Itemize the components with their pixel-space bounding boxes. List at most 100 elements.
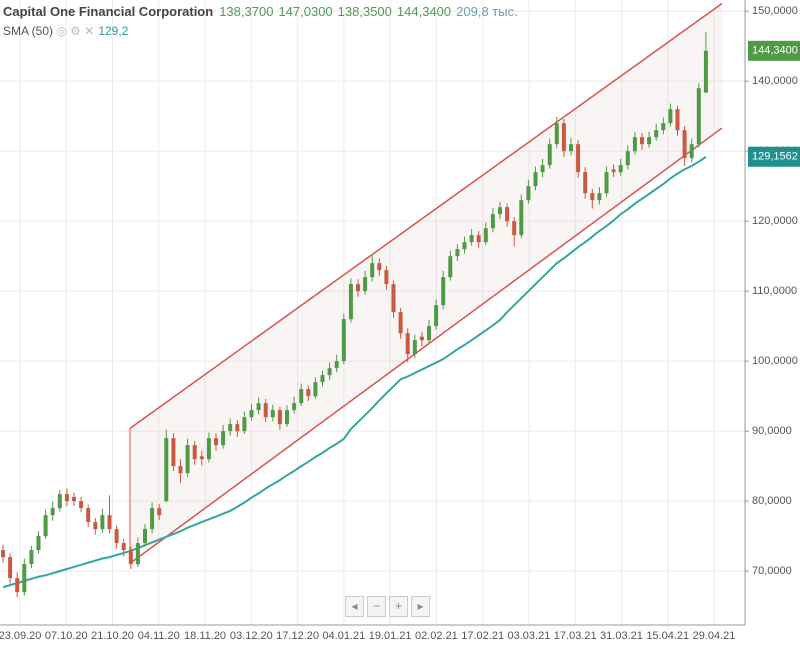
candle-body	[547, 144, 552, 166]
candle-body	[249, 410, 254, 418]
x-tick-label: 18.11.20	[184, 630, 226, 642]
zoom-in[interactable]: +	[389, 596, 408, 617]
sma-price-box	[748, 146, 800, 167]
candle-body	[221, 431, 226, 446]
open: 138,3700	[219, 4, 274, 19]
y-tick-label: 120,0000	[752, 215, 798, 227]
candle-body	[72, 496, 76, 502]
title: Capital One Financial Corporation	[3, 4, 214, 19]
candle-body	[57, 494, 62, 509]
candle-body	[427, 326, 431, 341]
volume: 209,8 тыс.	[456, 4, 518, 19]
x-tick-label: 03.12.20	[230, 630, 273, 642]
candle-body	[363, 277, 368, 292]
candle-body	[505, 207, 510, 222]
candle-body	[597, 193, 602, 201]
candle-body	[561, 123, 566, 152]
last-price-label: 144,3400	[752, 45, 798, 57]
candle-body	[682, 130, 687, 159]
candle-body	[632, 137, 637, 152]
candle-body	[455, 249, 460, 257]
candle-body	[8, 557, 13, 579]
candle-body	[185, 445, 190, 474]
candle-body	[107, 515, 112, 530]
candle-body	[299, 389, 304, 404]
y-tick-label: 140,0000	[752, 75, 798, 87]
candle-body	[689, 144, 694, 159]
x-tick-label: 21.10.20	[91, 630, 134, 642]
candle-body	[128, 550, 133, 565]
candle-body	[192, 445, 197, 460]
channel-fill	[130, 3, 722, 564]
candle-body	[661, 123, 666, 131]
candle-body	[647, 137, 652, 145]
candle-body	[263, 403, 268, 418]
icons[interactable]: ◎ ⚙ ✕	[56, 24, 95, 38]
x-tick-label: 03.03.21	[508, 630, 551, 642]
candle-body	[640, 137, 644, 145]
channel-lower	[129, 127, 723, 565]
candle-body	[306, 389, 311, 397]
x-tick-label: 02.02.21	[415, 630, 458, 642]
candle-body	[178, 466, 183, 474]
candle-body	[583, 172, 588, 194]
candle-body	[143, 529, 147, 544]
x-tick-label: 15.04.21	[646, 630, 689, 642]
candle-body	[498, 207, 502, 215]
x-tick-label: 04.11.20	[138, 630, 180, 642]
candle-body	[540, 165, 545, 173]
last-price-box	[748, 40, 800, 61]
candle-body	[434, 305, 439, 327]
indicator-name: SMA (50)	[3, 24, 54, 38]
candle-body	[313, 382, 318, 397]
candle-body	[356, 284, 360, 292]
high: 147,0300	[278, 4, 333, 19]
candle-body	[256, 403, 261, 411]
candle-body	[668, 109, 673, 124]
candle-body	[86, 508, 91, 523]
candle-body	[462, 242, 467, 250]
candle-body	[206, 438, 211, 460]
candle-body	[348, 284, 353, 320]
candle-body	[277, 410, 282, 425]
candle-body	[121, 543, 126, 551]
candle-body	[22, 564, 27, 593]
sma-price-label: 129,1562	[752, 151, 798, 163]
candle-body	[625, 151, 630, 166]
x-tick-label: 23.09.20	[0, 630, 41, 642]
candle-body	[334, 361, 339, 369]
y-tick-label: 110,0000	[752, 285, 797, 297]
candle-body	[533, 172, 538, 187]
close: 144,3400	[396, 4, 452, 19]
sma-line	[2, 155, 707, 589]
y-tick-label: 100,0000	[752, 355, 798, 367]
candle-body	[412, 340, 417, 355]
zoom-out[interactable]: −	[367, 596, 386, 617]
candle-body	[654, 130, 659, 138]
candle-body	[320, 375, 325, 383]
y-tick-label: 70,0000	[752, 565, 792, 577]
candle-body	[100, 515, 105, 530]
channel-upper	[129, 2, 723, 429]
candle-body	[64, 494, 69, 502]
candle-body	[703, 50, 708, 93]
candle-body	[370, 263, 375, 278]
candle-body	[36, 536, 41, 551]
scroll-right[interactable]: ▸	[411, 596, 430, 617]
candle-body	[554, 123, 559, 145]
header: Capital One Financial Corporation 138,370…	[3, 4, 518, 19]
candle-body	[29, 550, 34, 565]
low: 138,3500	[337, 4, 392, 19]
x-tick-label: 04.01.21	[322, 630, 365, 642]
indicator-value: 129,2	[98, 24, 129, 38]
scroll-left[interactable]: ◂	[345, 596, 364, 617]
candle-body	[519, 200, 524, 236]
candle-body	[675, 109, 680, 131]
candle-body	[114, 529, 119, 544]
candle-body	[469, 235, 474, 243]
candle-body	[611, 169, 616, 173]
x-tick-label: 31.03.21	[600, 630, 643, 642]
candle-body	[576, 144, 581, 173]
